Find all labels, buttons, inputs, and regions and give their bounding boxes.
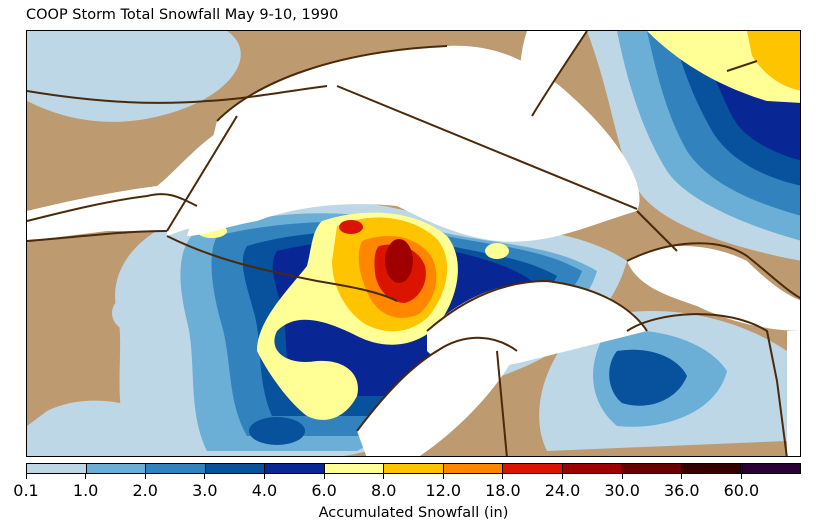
colorbar-segment — [86, 464, 147, 473]
colorbar-ticks — [25, 474, 801, 480]
colorbar-tick — [323, 474, 325, 479]
colorbar-segment — [443, 464, 504, 473]
colorbar-tick-label: 6.0 — [311, 481, 337, 500]
colorbar-segment — [503, 464, 563, 473]
colorbar-tick-label: 30.0 — [604, 481, 640, 500]
map-canvas — [27, 31, 800, 456]
colorbar-tick-label: 4.0 — [251, 481, 278, 500]
colorbar-tick — [502, 474, 504, 479]
colorbar-tick — [85, 474, 87, 479]
colorbar-tick — [442, 474, 444, 479]
colorbar-segment — [265, 464, 325, 473]
colorbar-tick — [681, 474, 683, 479]
colorbar-tick-label: 0.1 — [13, 481, 39, 500]
colorbar-segment — [384, 464, 444, 473]
colorbar-tick-label: 36.0 — [663, 481, 700, 500]
colorbar-tick — [621, 474, 623, 479]
colorbar-segment — [205, 464, 266, 473]
colorbar-tick — [263, 474, 265, 479]
state-borders — [27, 31, 800, 456]
colorbar — [26, 463, 801, 474]
colorbar-label: Accumulated Snowfall (in) — [318, 505, 509, 521]
colorbar-tick — [144, 474, 146, 479]
colorbar-tick-label: 24.0 — [544, 481, 581, 500]
colorbar-tick — [204, 474, 206, 479]
colorbar-segment — [324, 464, 385, 473]
colorbar-segment — [622, 464, 682, 473]
map-title: COOP Storm Total Snowfall May 9-10, 1990 — [26, 7, 339, 23]
colorbar-segment — [741, 464, 800, 473]
colorbar-tick — [740, 474, 742, 479]
colorbar-tick-label: 1.0 — [72, 481, 99, 500]
colorbar-tick-label: 18.0 — [485, 481, 521, 500]
colorbar-tick-label: 3.0 — [192, 481, 218, 500]
colorbar-tick — [25, 474, 27, 479]
colorbar-segment — [562, 464, 623, 473]
colorbar-tick-label: 8.0 — [370, 481, 397, 500]
colorbar-segment — [146, 464, 206, 473]
colorbar-tick — [562, 474, 564, 479]
colorbar-segment — [27, 464, 87, 473]
colorbar-tick-label: 12.0 — [425, 481, 462, 500]
water-bodies — [27, 31, 800, 456]
snowfall-map — [26, 30, 801, 457]
colorbar-segment — [681, 464, 742, 473]
colorbar-tick-label: 60.0 — [723, 481, 760, 500]
colorbar-tick — [383, 474, 385, 479]
colorbar-tick-label: 2.0 — [132, 481, 158, 500]
